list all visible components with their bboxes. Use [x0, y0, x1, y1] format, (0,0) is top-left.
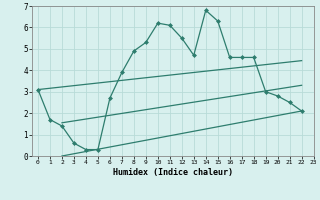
- X-axis label: Humidex (Indice chaleur): Humidex (Indice chaleur): [113, 168, 233, 177]
